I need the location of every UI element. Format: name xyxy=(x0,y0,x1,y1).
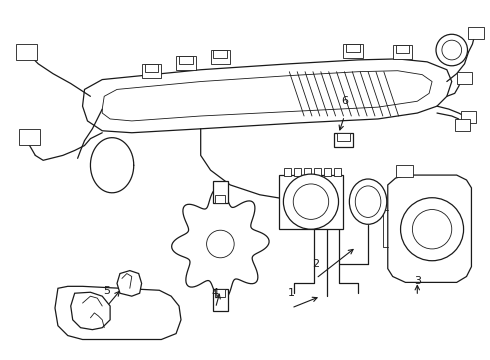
Bar xyxy=(145,64,158,72)
Polygon shape xyxy=(82,59,452,133)
Bar xyxy=(455,119,470,131)
Bar xyxy=(216,289,225,297)
Polygon shape xyxy=(117,271,142,296)
Bar xyxy=(179,56,193,64)
Bar xyxy=(346,44,360,52)
Bar xyxy=(334,168,341,176)
Bar xyxy=(16,44,37,60)
Bar xyxy=(211,50,230,64)
Bar xyxy=(334,133,353,147)
Bar xyxy=(337,133,350,141)
Bar xyxy=(314,168,321,176)
Circle shape xyxy=(436,34,467,66)
Bar xyxy=(19,129,40,145)
Polygon shape xyxy=(279,175,343,229)
Bar xyxy=(213,289,228,311)
Text: 5: 5 xyxy=(104,286,111,296)
Text: 2: 2 xyxy=(312,258,319,269)
Ellipse shape xyxy=(349,179,387,224)
Bar xyxy=(214,50,227,58)
Polygon shape xyxy=(71,292,110,330)
Polygon shape xyxy=(55,286,181,339)
Text: 1: 1 xyxy=(288,288,295,298)
Bar xyxy=(176,56,196,70)
Bar xyxy=(324,168,331,176)
Circle shape xyxy=(400,198,464,261)
Bar xyxy=(395,45,410,53)
Bar xyxy=(294,168,301,176)
Bar xyxy=(468,27,484,39)
Circle shape xyxy=(283,174,339,229)
Bar xyxy=(461,111,476,123)
Bar xyxy=(457,72,472,84)
Bar xyxy=(343,44,363,58)
Ellipse shape xyxy=(355,186,381,217)
Bar xyxy=(304,168,311,176)
Bar xyxy=(142,64,161,78)
Polygon shape xyxy=(388,175,471,282)
Bar xyxy=(395,165,414,177)
Text: 3: 3 xyxy=(414,276,421,286)
Polygon shape xyxy=(172,188,269,300)
Text: 6: 6 xyxy=(341,96,348,106)
Circle shape xyxy=(413,210,452,249)
Bar xyxy=(284,168,291,176)
Bar xyxy=(216,195,225,203)
Bar xyxy=(213,181,228,203)
Circle shape xyxy=(207,230,234,258)
Bar xyxy=(392,45,413,59)
Text: 4: 4 xyxy=(212,288,219,298)
Circle shape xyxy=(442,40,462,60)
Circle shape xyxy=(293,184,329,219)
